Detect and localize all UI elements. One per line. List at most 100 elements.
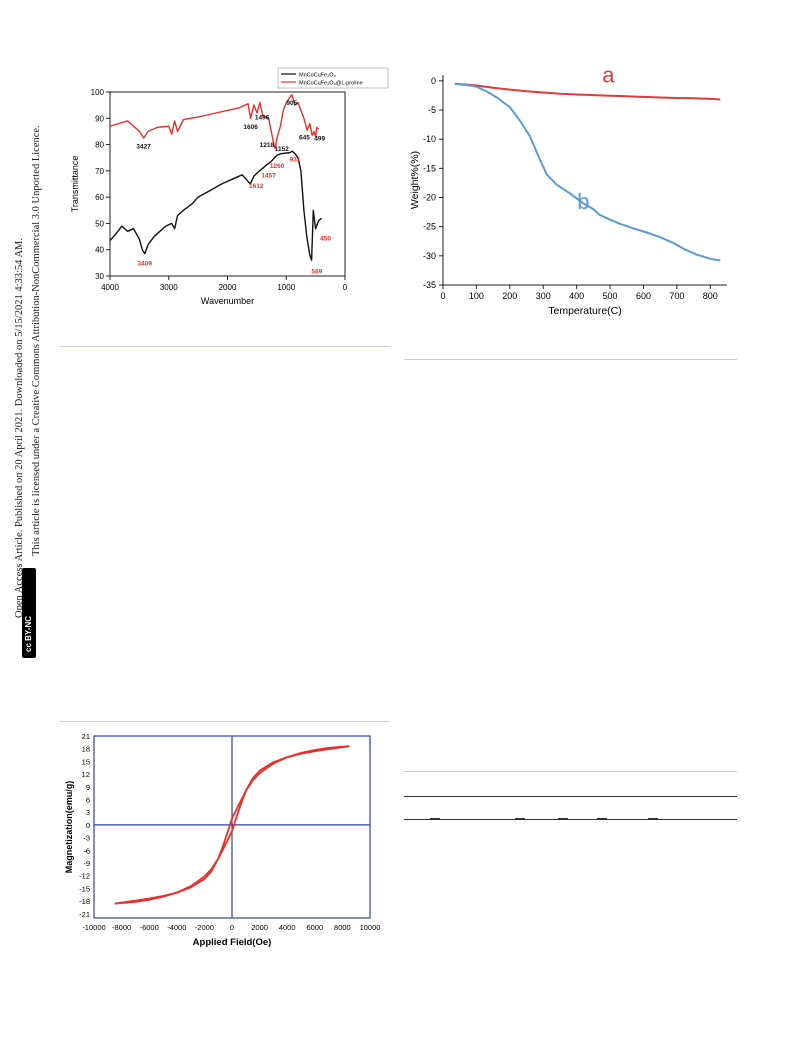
y-tick-label: -3 bbox=[83, 834, 90, 843]
tga-weight-chart: 0 100 200 300 400 500 600 700 800 0 -5 -10 -15 -20 -25… bbox=[409, 63, 727, 317]
y-tick-label: -20 bbox=[423, 193, 436, 203]
y-tick-label: 100 bbox=[91, 88, 105, 97]
license-sidebar: Open Access Article. Published on 20 Apr… bbox=[0, 0, 60, 1039]
x-tick-label: 0 bbox=[230, 923, 234, 932]
license-line-cc: This article is licensed under a Creativ… bbox=[31, 125, 42, 556]
y-tick-label: 6 bbox=[86, 795, 90, 804]
y-tick-label: 50 bbox=[95, 219, 104, 228]
peak-label: 1152 bbox=[275, 146, 289, 153]
x-tick-label: -6000 bbox=[140, 923, 159, 932]
x-tick-label: 0 bbox=[343, 283, 348, 292]
curve-label: b bbox=[577, 189, 589, 214]
table-mark bbox=[430, 818, 440, 820]
x-tick-label: 4000 bbox=[279, 923, 296, 932]
y-tick-label: 80 bbox=[95, 141, 104, 150]
x-tick-label: 2000 bbox=[219, 283, 237, 292]
x-tick-label: 8000 bbox=[334, 923, 351, 932]
x-tick-label: 800 bbox=[703, 291, 718, 301]
y-tick-label: -18 bbox=[79, 897, 90, 906]
x-tick-label: 200 bbox=[502, 291, 517, 301]
y-tick-label: -25 bbox=[423, 222, 436, 232]
x-tick-label: 10000 bbox=[360, 923, 381, 932]
y-tick-label: 9 bbox=[86, 783, 90, 792]
table-rule-top bbox=[404, 796, 737, 797]
x-tick-label: 2000 bbox=[251, 923, 268, 932]
peak-label: 569 bbox=[311, 268, 322, 275]
y-tick-label: -6 bbox=[83, 846, 90, 855]
table-mark bbox=[597, 818, 607, 820]
y-tick-label: 18 bbox=[82, 745, 90, 754]
divider-right-top bbox=[404, 359, 737, 360]
peak-label: 931 bbox=[290, 157, 301, 164]
y-tick-label: -10 bbox=[423, 134, 436, 144]
legend-box bbox=[277, 67, 389, 89]
legend-entry: MnCoCuFe₂O₄ bbox=[299, 73, 337, 79]
peak-label: 1496 bbox=[255, 115, 270, 122]
series-line bbox=[454, 82, 721, 101]
curve-label: a bbox=[602, 63, 615, 88]
peak-label: 3427 bbox=[136, 144, 151, 151]
peak-label: 1218 bbox=[260, 142, 275, 149]
peak-label: 645 bbox=[299, 134, 310, 141]
x-tick-label: 6000 bbox=[306, 923, 323, 932]
peak-label: 1457 bbox=[261, 172, 276, 179]
cc-license-badge[interactable] bbox=[22, 568, 36, 658]
x-tick-label: -10000 bbox=[82, 923, 105, 932]
x-tick-label: 3000 bbox=[160, 283, 178, 292]
x-axis-label: Wavenumber bbox=[201, 296, 254, 306]
plot-frame bbox=[109, 91, 346, 277]
table-rule-bottom bbox=[404, 819, 737, 820]
cc-badge-label: cc BY-NC bbox=[24, 615, 33, 652]
y-tick-label: -15 bbox=[79, 884, 90, 893]
x-tick-label: 700 bbox=[669, 291, 684, 301]
hysteresis-loop-chart: -10000 -8000 -6000 -4000 -2000 0 2000 4000 6000 8… bbox=[64, 732, 381, 948]
y-tick-label: -12 bbox=[79, 872, 90, 881]
peak-label: 1606 bbox=[243, 124, 258, 131]
peak-label: 905 bbox=[286, 100, 297, 107]
y-tick-label: 90 bbox=[95, 114, 104, 123]
y-tick-label: -35 bbox=[423, 280, 436, 290]
y-tick-label: 15 bbox=[82, 757, 90, 766]
y-tick-label: 30 bbox=[95, 272, 104, 281]
table-mark bbox=[558, 818, 568, 820]
hysteresis-branch bbox=[114, 745, 350, 905]
x-tick-label: 500 bbox=[603, 291, 618, 301]
ftir-spectrum-chart: 4000 3000 2000 1000 0 30 40 50 60 70 80 90 100 Wavenu… bbox=[70, 67, 389, 306]
series-line bbox=[109, 150, 322, 261]
divider-left-top bbox=[60, 346, 390, 347]
x-tick-label: 100 bbox=[469, 291, 484, 301]
x-tick-label: 600 bbox=[636, 291, 651, 301]
legend-entry: MnCoCuFe₂O₄@L-proline bbox=[299, 81, 363, 87]
x-tick-label: 1000 bbox=[277, 283, 295, 292]
series-line bbox=[109, 93, 320, 150]
y-tick-label: -15 bbox=[423, 163, 436, 173]
y-tick-label: 3 bbox=[86, 808, 90, 817]
y-tick-label: 40 bbox=[95, 246, 104, 255]
x-axis-label: Applied Field(Oe) bbox=[193, 937, 272, 948]
divider-left-mid bbox=[60, 721, 390, 722]
license-line-published: Open Access Article. Published on 20 Apr… bbox=[14, 237, 25, 618]
y-tick-label: -30 bbox=[423, 251, 436, 261]
x-tick-label: -4000 bbox=[167, 923, 186, 932]
y-tick-label: -21 bbox=[79, 910, 90, 919]
peak-label: 3409 bbox=[137, 260, 152, 267]
series-line bbox=[454, 82, 721, 262]
y-tick-label: 0 bbox=[431, 76, 436, 86]
y-tick-label: 70 bbox=[95, 167, 104, 176]
x-tick-label: 0 bbox=[440, 291, 445, 301]
y-axis-label: Transmittance bbox=[70, 156, 80, 213]
x-tick-label: 4000 bbox=[101, 283, 119, 292]
table-mark bbox=[515, 818, 525, 820]
y-tick-label: 12 bbox=[82, 770, 90, 779]
y-tick-label: 60 bbox=[95, 193, 104, 202]
x-axis-label: Temperature(C) bbox=[548, 305, 622, 317]
y-axis-label: Weight%(%) bbox=[409, 151, 421, 209]
x-tick-label: 400 bbox=[569, 291, 584, 301]
y-axis-label: Magnetization(emu/g) bbox=[64, 781, 74, 874]
x-tick-label: -2000 bbox=[195, 923, 214, 932]
y-tick-label: -9 bbox=[83, 859, 90, 868]
x-tick-label: -8000 bbox=[112, 923, 131, 932]
peak-label: 1612 bbox=[249, 183, 264, 190]
divider-right-mid bbox=[404, 771, 737, 772]
peak-label: 499 bbox=[314, 136, 325, 143]
